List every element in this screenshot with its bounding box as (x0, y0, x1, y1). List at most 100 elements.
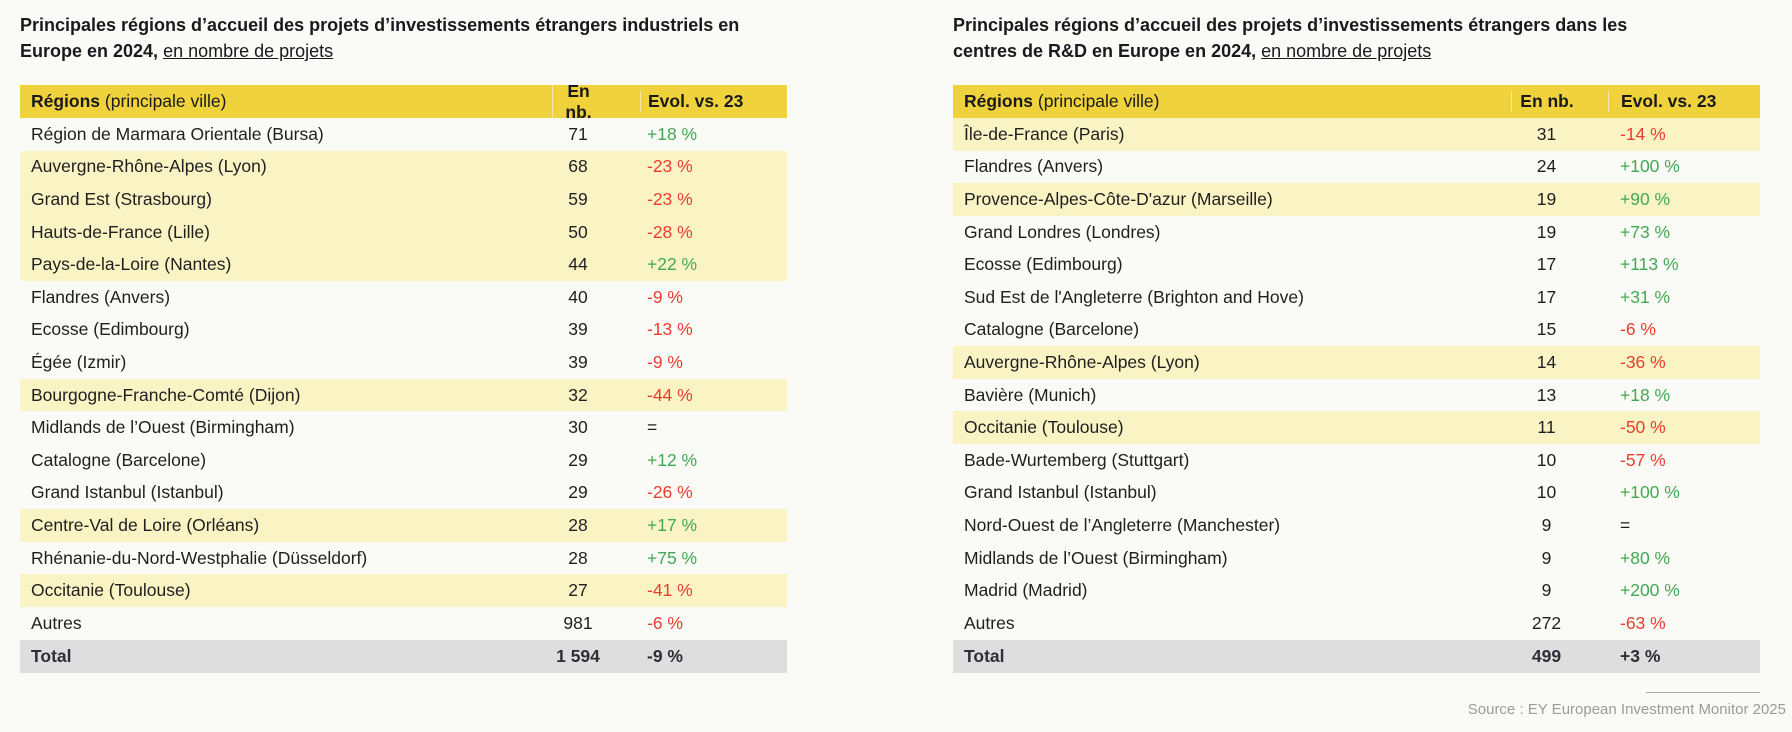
count-cell: 39 (568, 319, 588, 340)
table-row: Madrid (Madrid) 9 +200 % (953, 574, 1760, 607)
region-cell: Madrid (Madrid) (964, 580, 1088, 601)
count-cell: 11 (1537, 417, 1556, 438)
evolution-cell: -63 % (1620, 612, 1666, 633)
region-cell: Nord-Ouest de l’Angleterre (Manchester) (964, 514, 1281, 535)
evolution-cell: -6 % (647, 612, 683, 633)
count-cell: 9 (1541, 580, 1552, 601)
evolution-cell: +200 % (1620, 580, 1680, 601)
total-evolution: +3 % (1620, 645, 1661, 666)
count-cell: 28 (568, 547, 588, 568)
region-cell: Grand Est (Strasbourg) (31, 188, 212, 209)
region-cell: Ecosse (Edimbourg) (31, 319, 190, 340)
region-cell: Flandres (Anvers) (31, 286, 171, 307)
count-cell: 14 (1536, 351, 1557, 372)
evolution-cell: +90 % (1620, 188, 1671, 209)
count-cell: 19 (1536, 221, 1557, 242)
count-cell: 17 (1536, 254, 1557, 275)
count-cell: 39 (568, 351, 588, 372)
count-cell: 50 (568, 221, 588, 242)
evolution-cell: +18 % (647, 123, 698, 144)
table-row: Nord-Ouest de l’Angleterre (Manchester) 9… (953, 509, 1760, 542)
region-cell: Occitanie (Toulouse) (964, 417, 1124, 438)
header-region: Régions (principale ville) (31, 91, 227, 111)
title-line2: centres de R&D en Europe en 2024, (953, 41, 1257, 61)
evolution-cell: -9 % (647, 286, 683, 307)
region-cell: Flandres (Anvers) (964, 156, 1104, 177)
header-count: En nb. (552, 80, 640, 123)
table-row: Grand Londres (Londres) 19 +73 % (953, 216, 1760, 249)
count-cell: 71 (568, 123, 588, 144)
table-total-row: Total 499 +3 % (953, 639, 1760, 673)
evolution-cell: -26 % (647, 482, 693, 503)
count-cell: 27 (568, 580, 588, 601)
region-cell: Catalogne (Barcelone) (964, 319, 1140, 340)
region-cell: Ecosse (Edimbourg) (964, 254, 1123, 275)
region-cell: Autres (964, 612, 1015, 633)
table-row: Grand Istanbul (Istanbul) 29 -26 % (20, 477, 787, 510)
region-cell: Grand Istanbul (Istanbul) (31, 482, 224, 503)
evolution-cell: +12 % (647, 449, 698, 470)
region-cell: Catalogne (Barcelone) (31, 449, 207, 470)
table-row: Midlands de l’Ouest (Birmingham) 30 = (20, 411, 787, 444)
evolution-cell: +31 % (1620, 286, 1671, 307)
table-header-row: Régions (principale ville) En nb. Evol. … (20, 80, 787, 123)
region-cell: Sud Est de l'Angleterre (Brighton and Ho… (964, 286, 1304, 307)
count-cell: 272 (1531, 612, 1562, 633)
region-cell: Grand Istanbul (Istanbul) (964, 482, 1157, 503)
count-cell: 15 (1536, 319, 1557, 340)
evolution-cell: -28 % (647, 221, 693, 242)
table-total-row: Total 1 594 -9 % (20, 639, 787, 673)
title-line1: Principales régions d’accueil des projet… (20, 15, 740, 35)
evolution-cell: +75 % (647, 547, 698, 568)
evolution-cell: = (647, 417, 658, 438)
table-row: Égée (Izmir) 39 -9 % (20, 346, 787, 379)
table-row: Ecosse (Edimbourg) 39 -13 % (20, 314, 787, 347)
table-row: Centre-Val de Loire (Orléans) 28 +17 % (20, 509, 787, 542)
table-row: Grand Istanbul (Istanbul) 10 +100 % (953, 477, 1760, 510)
total-count: 499 (1531, 645, 1562, 666)
evolution-cell: -36 % (1620, 351, 1666, 372)
table-body: Île-de-France (Paris) 31 -14 % Flandres (An… (953, 118, 1760, 640)
count-cell: 19 (1536, 188, 1557, 209)
count-cell: 981 (563, 612, 593, 633)
region-cell: Rhénanie-du-Nord-Westphalie (Düsseldorf) (31, 547, 368, 568)
region-cell: Provence-Alpes-Côte-D'azur (Marseille) (964, 188, 1273, 209)
table-row: Bourgogne-Franche-Comté (Dijon) 32 -44 % (20, 378, 787, 412)
table-row: Rhénanie-du-Nord-Westphalie (Düsseldorf)… (20, 542, 787, 575)
evolution-cell: +17 % (647, 514, 698, 535)
region-cell: Autres (31, 612, 82, 633)
table-row: Hauts-de-France (Lille) 50 -28 % (20, 215, 787, 249)
table-rnd-centers: Principales régions d’accueil des projet… (953, 12, 1760, 673)
count-cell: 30 (568, 417, 588, 438)
region-cell: Occitanie (Toulouse) (31, 580, 191, 601)
count-cell: 17 (1536, 286, 1557, 307)
count-cell: 24 (1536, 156, 1557, 177)
title-underline: en nombre de projets (1261, 41, 1432, 61)
count-cell: 40 (568, 286, 588, 307)
evolution-cell: +100 % (1620, 482, 1680, 503)
table-row: Catalogne (Barcelone) 15 -6 % (953, 314, 1760, 347)
table-row: Autres 272 -63 % (953, 607, 1760, 640)
region-cell: Île-de-France (Paris) (964, 123, 1125, 144)
evolution-cell: +73 % (1620, 221, 1671, 242)
evolution-cell: -14 % (1620, 123, 1666, 144)
evolution-cell: +18 % (1620, 384, 1671, 405)
count-cell: 28 (568, 514, 588, 535)
region-cell: Auvergne-Rhône-Alpes (Lyon) (964, 351, 1200, 372)
table-header-row: Régions (principale ville) En nb. Evol. … (953, 85, 1760, 118)
header-region-note: (principale ville) (1037, 91, 1160, 111)
table-row: Région de Marmara Orientale (Bursa) 71 +18… (20, 118, 787, 151)
table-row: Pays-de-la-Loire (Nantes) 44 +22 % (20, 248, 787, 281)
region-cell: Centre-Val de Loire (Orléans) (31, 514, 260, 535)
table-title-industrial: Principales régions d’accueil des projet… (20, 12, 787, 64)
count-cell: 59 (568, 188, 588, 209)
table-row: Grand Est (Strasbourg) 59 -23 % (20, 183, 787, 216)
region-cell: Auvergne-Rhône-Alpes (Lyon) (31, 156, 267, 177)
title-line2: Europe en 2024, (20, 41, 159, 61)
table-row: Occitanie (Toulouse) 27 -41 % (20, 574, 787, 607)
count-cell: 9 (1541, 547, 1552, 568)
table-row: Midlands de l’Ouest (Birmingham) 9 +80 % (953, 542, 1760, 575)
evolution-cell: = (1620, 514, 1631, 535)
evolution-cell: -6 % (1620, 319, 1656, 340)
